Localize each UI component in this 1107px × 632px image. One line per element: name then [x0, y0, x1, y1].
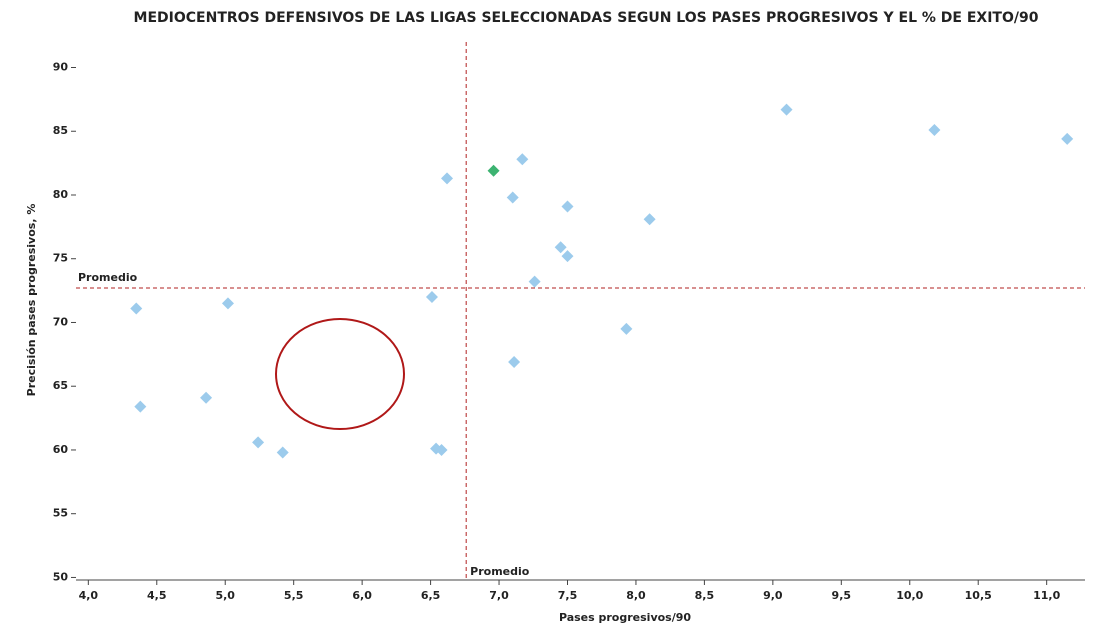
chart-title: MEDIOCENTROS DEFENSIVOS DE LAS LIGAS SEL… [134, 10, 1039, 26]
y-tick-label: 70 [53, 315, 69, 328]
point [441, 172, 454, 185]
y-axis-label: Precisión pases progresivos, % [25, 204, 38, 397]
x-tick-label: 8,5 [695, 589, 715, 602]
x-tick-label: 10,5 [965, 589, 992, 602]
point [554, 241, 567, 254]
point [561, 200, 574, 213]
highlight-circle [275, 318, 405, 430]
point [221, 297, 234, 310]
y-tick-label: 75 [53, 252, 68, 265]
point [425, 290, 438, 303]
point [561, 250, 574, 263]
x-tick-label: 6,5 [421, 589, 441, 602]
x-tick-label: 6,0 [352, 589, 372, 602]
point [134, 400, 147, 413]
point [528, 275, 541, 288]
x-tick-label: 9,5 [832, 589, 852, 602]
y-tick-label: 65 [53, 379, 68, 392]
x-tick-label: 4,5 [147, 589, 167, 602]
x-tick-label: 11,0 [1033, 589, 1060, 602]
y-tick-label: 85 [53, 124, 68, 137]
point [620, 322, 633, 335]
point [506, 191, 519, 204]
point [276, 446, 289, 459]
average-label: Promedio [78, 271, 138, 284]
point [1061, 132, 1074, 145]
x-tick-label: 5,0 [215, 589, 235, 602]
average-label: Promedio [470, 565, 530, 578]
point [928, 123, 941, 136]
y-tick-label: 50 [53, 570, 69, 583]
y-tick-label: 55 [53, 507, 68, 520]
x-tick-label: 8,0 [626, 589, 646, 602]
point [516, 153, 529, 166]
x-axis-label: Pases progresivos/90 [559, 611, 691, 624]
x-tick-label: 10,0 [896, 589, 923, 602]
y-tick-label: 80 [53, 188, 69, 201]
y-tick-label: 90 [53, 60, 69, 73]
point [130, 302, 143, 315]
y-tick-label: 60 [53, 443, 69, 456]
point [508, 355, 521, 368]
x-tick-label: 7,0 [489, 589, 509, 602]
point [252, 436, 265, 449]
point [643, 213, 656, 226]
point [200, 391, 213, 404]
point [780, 103, 793, 116]
point [435, 443, 448, 456]
x-tick-label: 9,0 [763, 589, 783, 602]
x-tick-label: 4,0 [79, 589, 99, 602]
x-tick-label: 5,5 [284, 589, 304, 602]
point [487, 164, 500, 177]
x-tick-label: 7,5 [558, 589, 578, 602]
